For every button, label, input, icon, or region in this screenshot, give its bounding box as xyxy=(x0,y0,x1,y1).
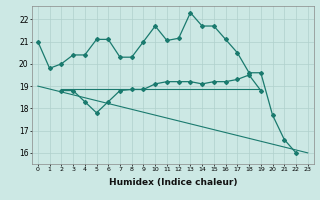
X-axis label: Humidex (Indice chaleur): Humidex (Indice chaleur) xyxy=(108,178,237,187)
